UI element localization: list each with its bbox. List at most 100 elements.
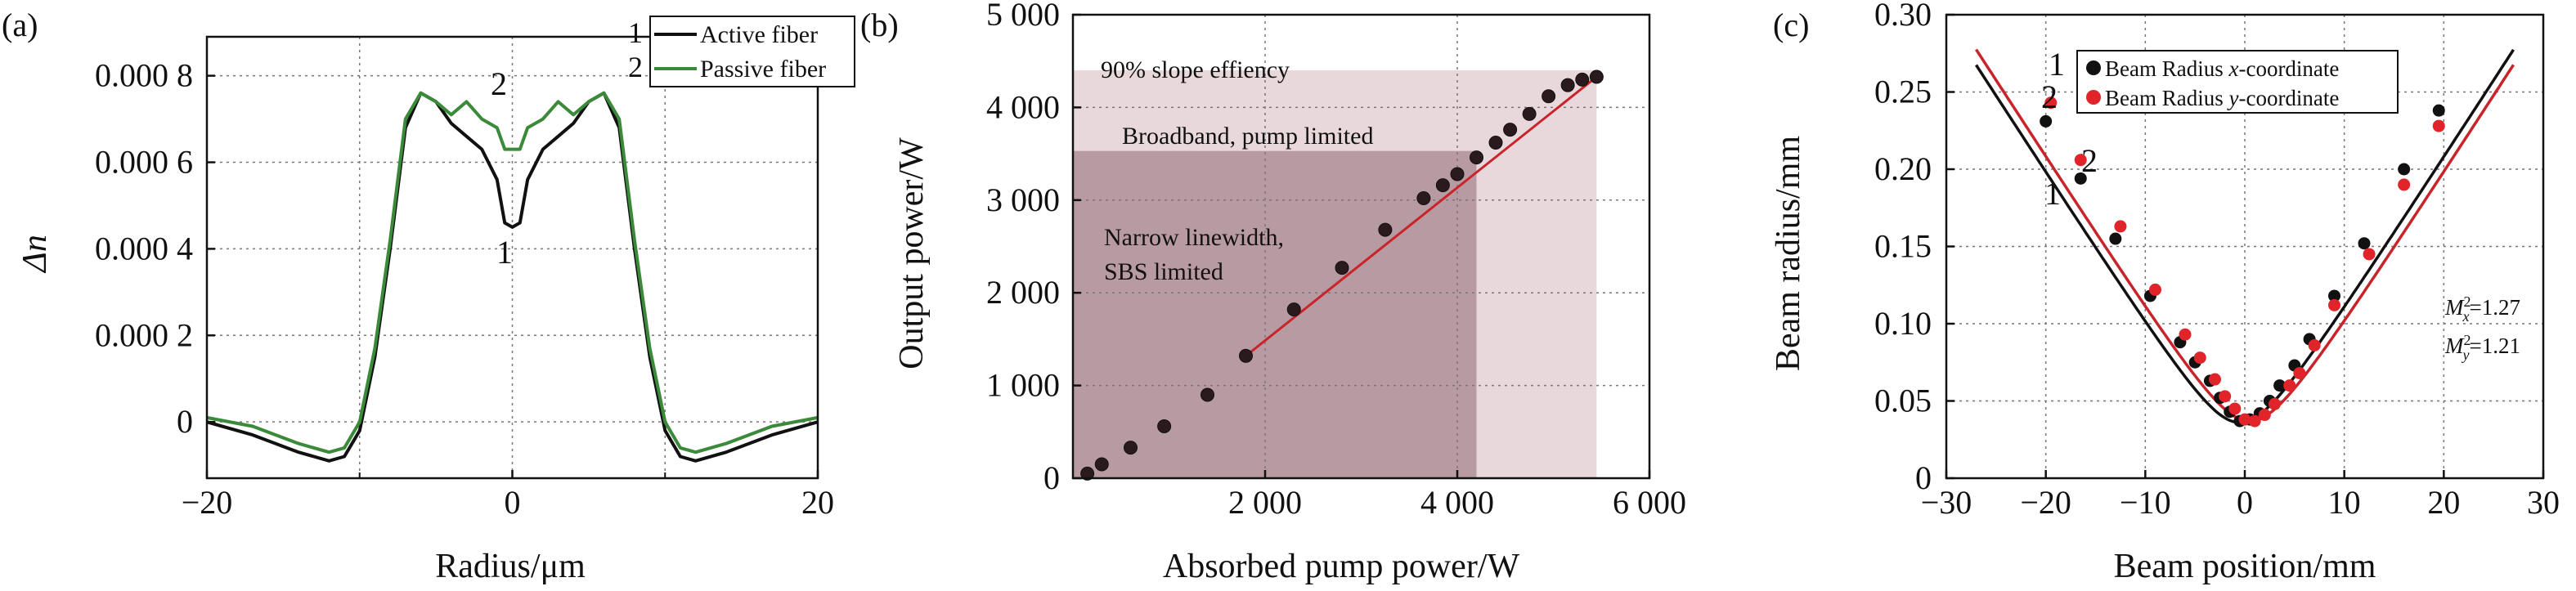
panel-a-ytick-label: 0.000 2 <box>95 316 193 353</box>
panel-c-xtick-label: −20 <box>2020 484 2071 521</box>
panel-b-xlabel: Absorbed pump power/W <box>1163 548 1520 585</box>
output-power-point <box>1522 106 1537 121</box>
panel-b-ytick-label: 0 <box>1043 459 1060 496</box>
beam-y-point <box>2269 397 2281 410</box>
panel-b-ytick-label: 2 000 <box>986 274 1060 311</box>
panel-c-ticks: 0 0.05 0.10 0.15 0.20 0.25 0.30 −30 −20 −10 0 10 20 3… <box>1874 0 2560 521</box>
panel-c-ytick-label: 0.30 <box>1874 0 1932 33</box>
passive-fiber-line <box>206 91 819 454</box>
beam-y-point <box>2258 409 2271 422</box>
panel-a-ytick-label: 0.000 8 <box>95 57 193 94</box>
beam-y-point <box>2283 379 2296 392</box>
panel-b-frame <box>1071 13 1651 480</box>
panel-b-ytick-label: 3 000 <box>986 181 1060 218</box>
beam-y-point <box>2293 366 2306 379</box>
panel-c-ytick-label: 0.20 <box>1874 150 1932 187</box>
panel-a-curve2-label: 2 <box>491 65 507 102</box>
beam-x-point <box>2398 163 2411 176</box>
panel-a-curve1-label: 1 <box>496 234 513 271</box>
beam-y-point <box>2114 220 2127 233</box>
panel-a-ylabel: Δn <box>16 235 54 274</box>
panel-c-ytick-label: 0.05 <box>1874 383 1932 419</box>
beam-y-point <box>2219 390 2232 403</box>
legend-c-x-label: Beam Radius x-coordinate <box>2105 56 2339 81</box>
panel-b-ytick-label: 1 000 <box>986 367 1060 404</box>
beam-y-point <box>2363 248 2376 261</box>
legend-a-number-2: 2 <box>628 51 643 83</box>
beam-x-point <box>2358 237 2371 250</box>
output-power-point <box>1200 387 1214 402</box>
panel-c-curve2-top-label: 2 <box>2041 78 2058 115</box>
output-power-point <box>1157 419 1172 433</box>
output-power-point <box>1435 178 1450 193</box>
legend-a-active-label: Active fiber <box>700 21 818 48</box>
output-power-point <box>1542 89 1556 104</box>
panel-c-label: (c) <box>1773 7 1809 43</box>
panel-a-grid <box>207 37 818 478</box>
panel-c-xtick-label: 0 <box>2237 484 2253 521</box>
panel-b-xtick-label: 6 000 <box>1613 484 1686 521</box>
panel-c-legend-box <box>2076 50 2399 114</box>
legend-c-marker-y <box>2086 90 2101 105</box>
panel-b: (b) 0 1 000 2 000 3 000 4 000 5 000 2 000 4 000… <box>860 0 1686 585</box>
panel-c-marks <box>1975 48 2515 428</box>
panel-b-marks <box>1080 69 1604 481</box>
panel-c-xtick-label: 10 <box>2328 484 2361 521</box>
beam-y-point <box>2308 338 2321 351</box>
beam-y-point <box>2228 402 2242 415</box>
m2x-annotation: M2 x=1.27 <box>2444 293 2520 325</box>
region-label-narrow-1: Narrow linewidth, <box>1104 224 1284 251</box>
beam-x-point <box>2109 232 2122 245</box>
beam-y-point <box>2149 283 2161 296</box>
beam-y-point <box>2179 328 2192 341</box>
panel-a-ticks: 0 0.000 2 0.000 4 0.000 6 0.000 8 −20 0 20 <box>95 57 834 521</box>
output-power-point <box>1080 466 1095 481</box>
output-power-point <box>1488 135 1503 150</box>
region-label-narrow-2: SBS limited <box>1104 258 1223 285</box>
output-power-point <box>1239 348 1253 363</box>
output-power-point <box>1503 123 1518 137</box>
panel-c-ytick-label: 0.25 <box>1874 74 1932 110</box>
panel-c-ytick-label: 0 <box>1915 459 1932 496</box>
panel-c-ytick-label: 0.10 <box>1874 305 1932 342</box>
panel-c-xtick-label: −10 <box>2120 484 2171 521</box>
panel-a-curves <box>206 91 819 463</box>
panel-b-ticks: 0 1 000 2 000 3 000 4 000 5 000 2 000 4 000 6 00… <box>986 0 1686 521</box>
panel-b-ylabel: Output power/W <box>893 137 931 369</box>
output-power-point <box>1378 222 1393 237</box>
panel-c-curve2-mid-label: 2 <box>2081 142 2098 179</box>
panel-c-xtick-label: 20 <box>2427 484 2460 521</box>
region-narrow-linewidth <box>1073 150 1477 478</box>
beam-x-point <box>2040 114 2053 128</box>
active-fiber-line <box>206 91 819 463</box>
panel-a-ytick-label: 0.000 4 <box>95 230 193 266</box>
panel-a-xlabel: Radius/μm <box>435 548 586 585</box>
output-power-point <box>1416 191 1431 206</box>
region-label-broadband: Broadband, pump limited <box>1122 123 1373 150</box>
legend-c-y-label: Beam Radius y-coordinate <box>2105 86 2339 110</box>
panel-a-legend: 1 2 Active fiber Passive fiber <box>628 16 855 87</box>
panel-b-xtick-label: 2 000 <box>1228 484 1302 521</box>
beam-x-point <box>2074 172 2087 185</box>
panel-a-legend-box <box>649 16 855 87</box>
output-power-point <box>1286 302 1301 317</box>
beam-y-point <box>2044 96 2058 110</box>
output-power-point <box>1575 72 1590 87</box>
panel-c-ylabel: Beam radius/mm <box>1770 136 1807 371</box>
output-power-point <box>1335 261 1349 275</box>
output-power-point <box>1124 441 1138 455</box>
beam-y-point <box>2432 119 2445 132</box>
panel-c-xtick-label: 30 <box>2527 484 2560 521</box>
panel-c-xtick-label: −30 <box>1921 484 1972 521</box>
panel-a-xtick-label: 0 <box>505 484 521 521</box>
legend-a-passive-label: Passive fiber <box>700 56 826 83</box>
output-power-point <box>1470 150 1483 165</box>
beam-y-point <box>2328 298 2340 311</box>
panel-a-ytick-label: 0.000 6 <box>95 144 193 181</box>
output-power-point <box>1094 457 1109 472</box>
panel-a-xtick-label: 20 <box>801 484 834 521</box>
output-power-point <box>1560 78 1575 92</box>
beam-x-point <box>2273 379 2287 392</box>
panel-a: (a) 0 0.000 2 0.000 4 0.000 6 0.000 8 −20 0 20 … <box>2 7 855 585</box>
